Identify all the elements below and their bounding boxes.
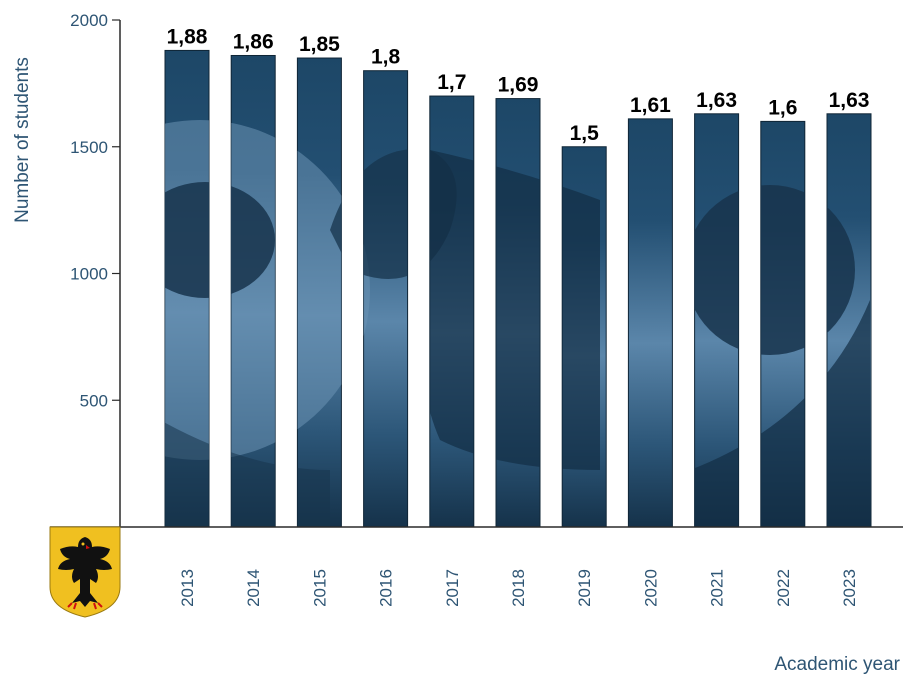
data-label-2020: 1,61	[630, 94, 671, 117]
y-ticks-group: 2000 1500 1000 500	[70, 11, 120, 410]
data-label-2015: 1,85	[299, 33, 340, 56]
data-label-2023: 1,63	[829, 89, 870, 112]
y-tick-label-1000: 1000	[70, 265, 108, 284]
bar-2020	[627, 118, 673, 528]
x-tick-label-2020: 2020	[641, 569, 660, 607]
data-label-2019: 1,5	[570, 122, 600, 145]
x-tick-label-2016: 2016	[377, 569, 396, 607]
x-axis-title: Academic year	[774, 654, 900, 675]
x-tick-label-2014: 2014	[244, 569, 263, 607]
x-ticks-group: 2013 2014 2015 2016 2017 2018 2019 2020 2021 2022…	[178, 569, 859, 607]
x-tick-label-2015: 2015	[310, 569, 329, 607]
x-tick-label-2021: 2021	[708, 569, 727, 607]
x-tick-label-2023: 2023	[840, 569, 859, 607]
x-tick-label-2017: 2017	[443, 569, 462, 607]
data-label-2022: 1,6	[768, 96, 797, 119]
german-eagle-coat-of-arms-icon	[49, 526, 121, 618]
data-label-2014: 1,86	[233, 30, 274, 53]
y-tick-label-1500: 1500	[70, 138, 108, 157]
x-tick-label-2018: 2018	[509, 569, 528, 607]
y-tick-label-2000: 2000	[70, 11, 108, 30]
x-tick-label-2019: 2019	[575, 569, 594, 607]
y-axis-title: Number of students	[12, 57, 33, 223]
data-label-2021: 1,63	[696, 89, 737, 112]
bar-2016	[363, 70, 409, 528]
data-label-2017: 1,7	[437, 71, 466, 94]
data-label-2016: 1,8	[371, 46, 401, 69]
x-tick-label-2022: 2022	[774, 569, 793, 607]
data-labels-group: 1,88 1,86 1,85 1,8 1,7 1,69 1,5 1,61 1,63 1,6 1,63	[167, 25, 870, 144]
y-tick-label-500: 500	[80, 391, 108, 410]
x-tick-label-2013: 2013	[178, 569, 197, 607]
data-label-2013: 1,88	[167, 25, 208, 48]
data-label-2018: 1,69	[498, 74, 539, 97]
